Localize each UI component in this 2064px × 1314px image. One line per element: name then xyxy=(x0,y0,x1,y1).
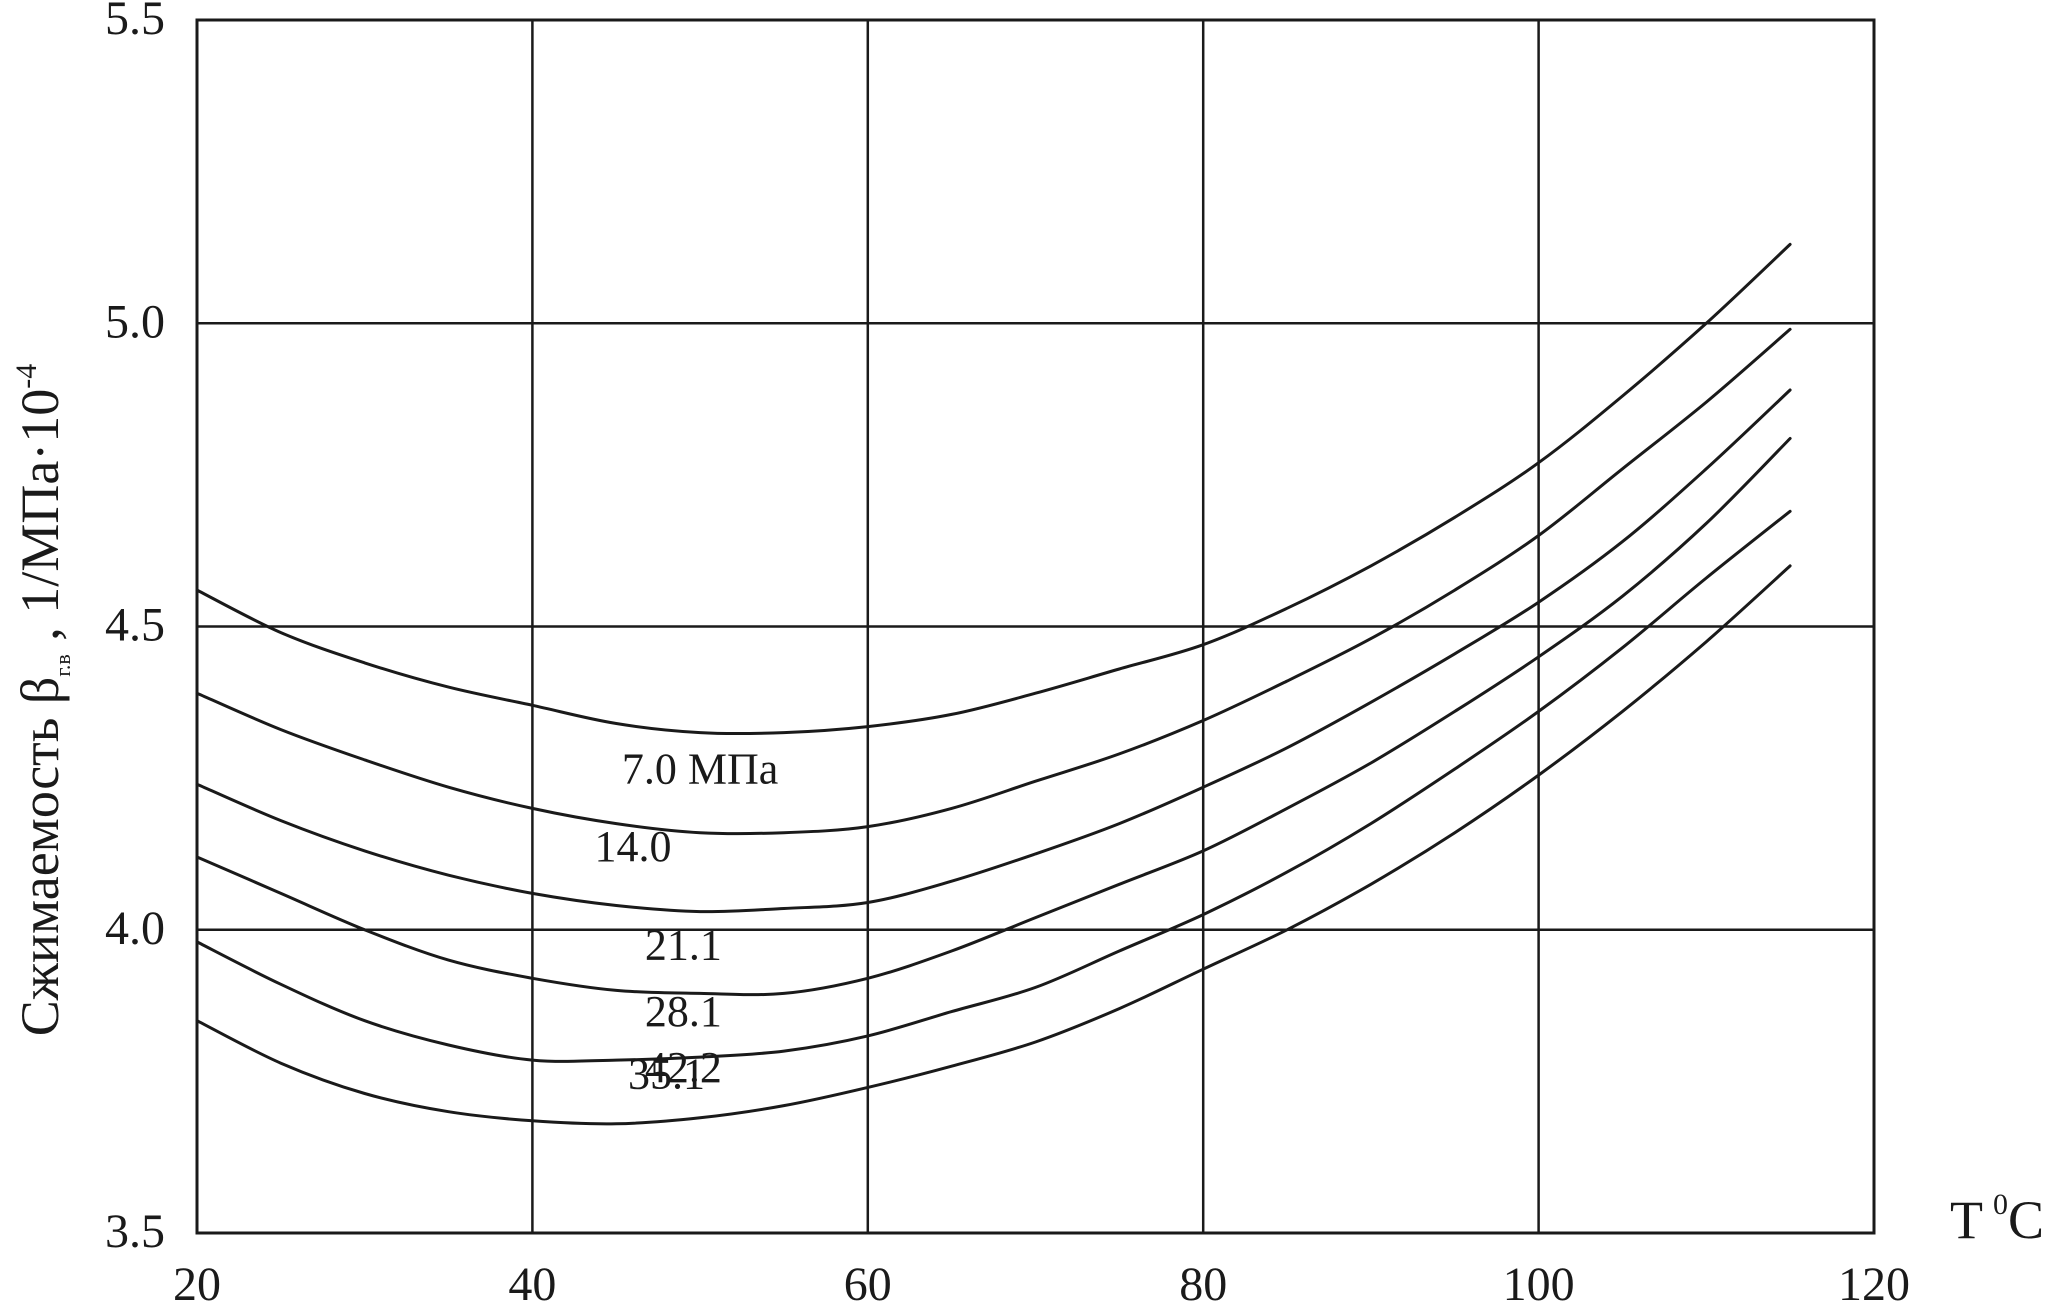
series-group xyxy=(195,242,1792,1126)
x-tick-label: 80 xyxy=(1179,1258,1227,1311)
series-line-1 xyxy=(195,242,1792,736)
x-axis-label-unit: C xyxy=(2008,1190,2044,1250)
curve-label: 35.1 xyxy=(628,1049,705,1098)
x-tick-label: 60 xyxy=(844,1258,892,1311)
y-axis-label-unit: , 1/МПа·10 xyxy=(10,389,70,654)
y-tick-label: 5.0 xyxy=(105,295,165,348)
series-line-5 xyxy=(195,509,1792,1063)
x-tick-label: 120 xyxy=(1838,1258,1910,1311)
y-tick-label: 3.5 xyxy=(105,1205,165,1258)
y-axis-label: Сжимаемость βг.в , 1/МПа·10-4 xyxy=(10,364,75,1037)
x-tick-label: 40 xyxy=(508,1258,556,1311)
curve-label: 42.2 xyxy=(645,1043,722,1092)
y-tick-label: 5.5 xyxy=(105,0,165,45)
y-axis-label-prefix: Сжимаемость β xyxy=(10,677,70,1037)
y-axis-label-superscript: -4 xyxy=(10,364,43,389)
tick-labels: 20 40 60 80 100 120 3.5 4.0 4.5 5.0 5.5 xyxy=(105,0,1910,1311)
x-tick-label: 100 xyxy=(1503,1258,1575,1311)
y-axis-label-subscript: г.в xyxy=(50,654,75,676)
x-axis-label-symbol: T xyxy=(1950,1190,1983,1250)
series-line-2 xyxy=(195,327,1792,836)
curve-label: 7.0 МПа xyxy=(622,745,778,794)
y-tick-label: 4.5 xyxy=(105,599,165,652)
x-axis-label: T 0C xyxy=(1950,1188,2044,1250)
series-line-4 xyxy=(195,437,1792,997)
series-line-6 xyxy=(195,564,1792,1126)
curve-label: 28.1 xyxy=(645,987,722,1036)
curve-labels: 7.0 МПа 14.0 21.1 28.1 35.142.2 xyxy=(595,745,779,1099)
x-axis-label-superscript: 0 xyxy=(1993,1188,2008,1221)
grid xyxy=(195,18,1876,1235)
series-line-3 xyxy=(195,388,1792,914)
curve-label: 21.1 xyxy=(645,920,722,969)
x-tick-label: 20 xyxy=(173,1258,221,1311)
curve-label: 14.0 xyxy=(595,822,672,871)
plot-frame xyxy=(195,18,1876,1235)
y-tick-label: 4.0 xyxy=(105,902,165,955)
